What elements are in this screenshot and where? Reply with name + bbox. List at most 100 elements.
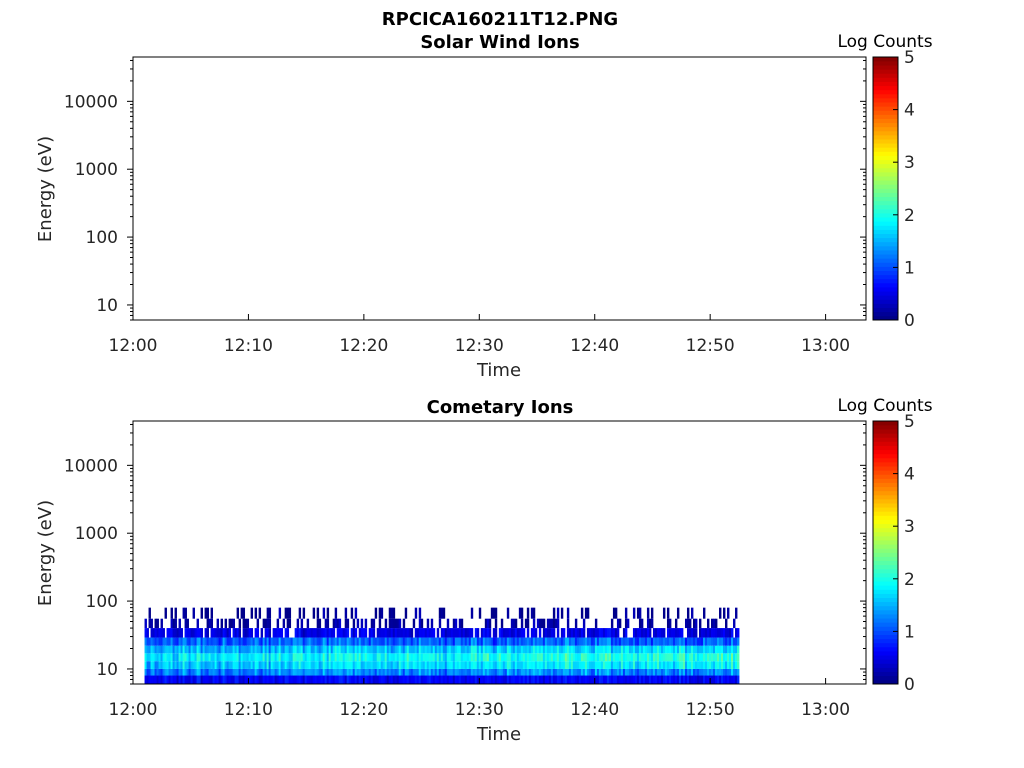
spectrogram-cell xyxy=(560,661,564,669)
spectrogram-cell xyxy=(430,628,434,638)
spectrogram-cell xyxy=(264,675,268,684)
colorbar-segment xyxy=(873,474,898,479)
spectrogram-cell xyxy=(212,675,215,684)
spectrogram-cell xyxy=(713,675,716,684)
spectrogram-cell xyxy=(280,653,284,662)
spectrogram-cell xyxy=(668,628,672,638)
spectrogram-cell xyxy=(286,661,290,669)
spectrogram-cell xyxy=(717,628,720,638)
spectrogram-cell xyxy=(510,675,514,684)
spectrogram-cell xyxy=(438,661,442,669)
spectrogram-cell xyxy=(372,628,376,638)
spectrogram-cell xyxy=(440,661,444,669)
spectrogram-cell xyxy=(580,661,584,669)
spectrogram-cell xyxy=(420,675,424,684)
spectrogram-cell xyxy=(318,661,322,669)
spectrogram-cell xyxy=(717,637,720,646)
spectrogram-cell xyxy=(670,628,674,638)
spectrogram-cell xyxy=(294,675,298,684)
spectrogram-cell xyxy=(460,668,464,676)
spectrogram-cell xyxy=(394,653,398,662)
spectrogram-cell xyxy=(528,661,532,669)
spectrogram-cell xyxy=(558,653,562,662)
spectrogram-cell xyxy=(456,637,460,646)
spectrogram-cell xyxy=(150,668,153,676)
spectrogram-cell xyxy=(436,668,440,676)
spectrogram-cell xyxy=(332,628,336,638)
spectrogram-cell xyxy=(478,607,482,619)
spectrogram-cell xyxy=(360,661,364,669)
spectrogram-cell xyxy=(382,653,386,662)
spectrogram-cell xyxy=(558,675,562,684)
spectrogram-cell xyxy=(252,675,256,684)
spectrogram-cell xyxy=(454,618,458,629)
spectrogram-cell xyxy=(650,607,654,619)
spectrogram-cell xyxy=(594,675,598,684)
spectrogram-cell xyxy=(640,668,644,676)
spectrogram-cell xyxy=(394,675,398,684)
spectrogram-cell xyxy=(392,637,396,646)
spectrogram-cell xyxy=(176,628,179,638)
spectrogram-cell xyxy=(332,668,336,676)
spectrogram-cell xyxy=(150,661,153,669)
spectrogram-cell xyxy=(620,645,624,654)
spectrogram-cell xyxy=(494,653,498,662)
colorbar-segment xyxy=(873,212,898,218)
spectrogram-cell xyxy=(326,661,330,669)
spectrogram-cell xyxy=(520,645,524,654)
spectrogram-cell xyxy=(330,668,334,676)
spectrogram-cell xyxy=(614,668,618,676)
spectrogram-cell xyxy=(256,675,260,684)
spectrogram-cell xyxy=(192,628,195,638)
spectrogram-cell xyxy=(220,618,224,629)
spectrogram-cell xyxy=(711,675,714,684)
spectrogram-cell xyxy=(660,675,664,684)
spectrogram-cell xyxy=(602,637,606,646)
spectrogram-cell xyxy=(146,675,149,684)
spectrogram-cell xyxy=(737,668,740,676)
colorbar-segment xyxy=(873,282,898,288)
spectrogram-cell xyxy=(550,653,554,662)
spectrogram-cell xyxy=(546,628,550,638)
spectrogram-cell xyxy=(362,653,366,662)
spectrogram-cell xyxy=(733,675,736,684)
spectrogram-cell xyxy=(518,607,522,619)
colorbar-segment xyxy=(873,101,898,107)
spectrogram-cell xyxy=(286,675,290,684)
spectrogram-cell xyxy=(468,661,472,669)
spectrogram-cell xyxy=(184,637,187,646)
spectrogram-cell xyxy=(392,675,396,684)
spectrogram-cell xyxy=(578,653,582,662)
spectrogram-cell xyxy=(704,637,708,646)
colorbar-segment xyxy=(873,77,898,82)
spectrogram-cell xyxy=(729,645,732,654)
spectrogram-cell xyxy=(196,645,199,654)
spectrogram-cell xyxy=(464,661,468,669)
spectrogram-cell xyxy=(248,661,252,669)
spectrogram-cell xyxy=(546,675,550,684)
spectrogram-cell xyxy=(486,628,490,638)
spectrogram-cell xyxy=(272,645,276,654)
spectrogram-cell xyxy=(592,661,596,669)
spectrogram-cell xyxy=(186,645,189,654)
colorbar-segment xyxy=(873,175,898,181)
spectrogram-cell xyxy=(472,675,476,684)
spectrogram-cell xyxy=(230,653,234,662)
spectrogram-cell xyxy=(298,628,302,638)
spectrogram-cell xyxy=(398,618,402,629)
spectrogram-cell xyxy=(156,653,159,662)
spectrogram-cell xyxy=(608,628,612,638)
spectrogram-cell xyxy=(440,645,444,654)
spectrogram-cell xyxy=(596,628,600,638)
spectrogram-cell xyxy=(426,675,430,684)
spectrogram-cell xyxy=(336,653,340,662)
spectrogram-cell xyxy=(240,661,244,669)
spectrogram-cell xyxy=(532,628,536,638)
spectrogram-cell xyxy=(502,628,506,638)
spectrogram-cell xyxy=(254,653,258,662)
spectrogram-cell xyxy=(220,628,224,638)
spectrogram-cell xyxy=(514,637,518,646)
spectrogram-cell xyxy=(278,675,282,684)
spectrogram-cell xyxy=(338,668,342,676)
spectrogram-cell xyxy=(484,653,488,662)
